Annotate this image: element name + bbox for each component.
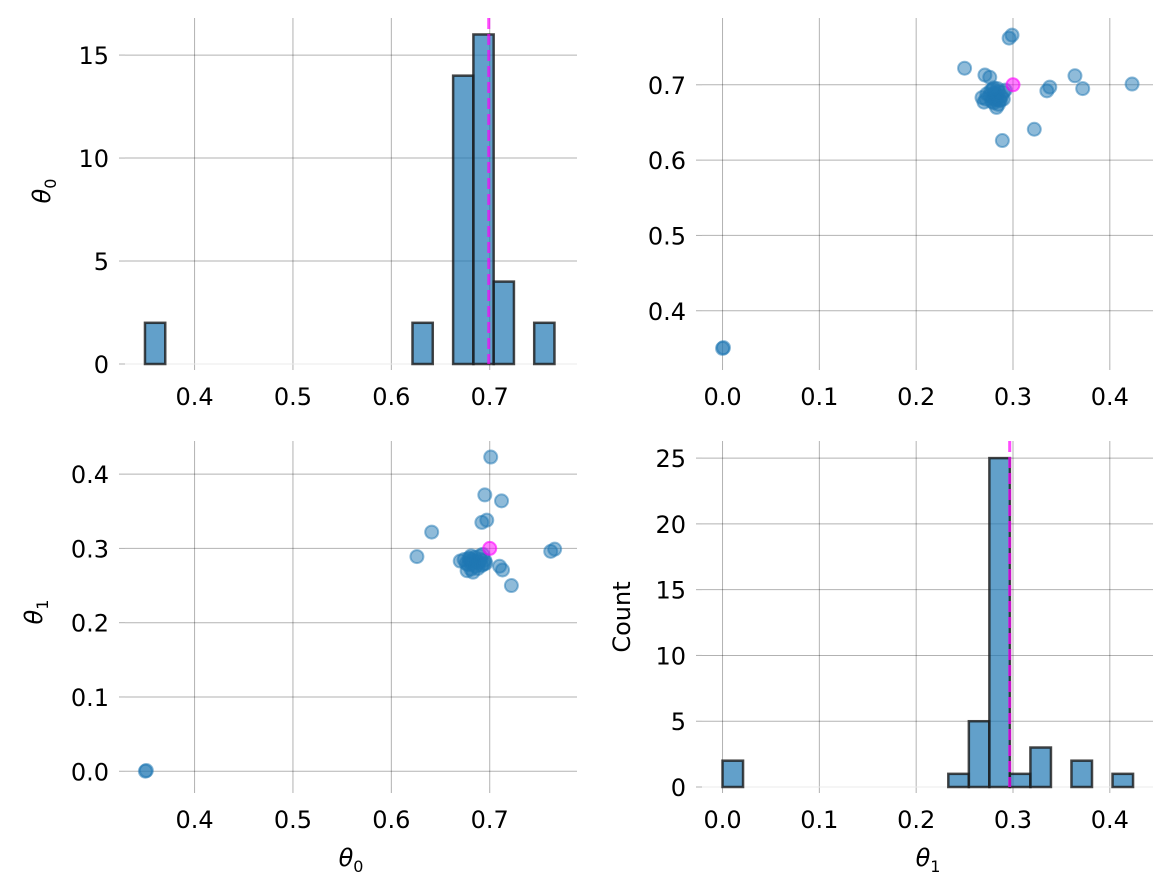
y-tick-label: 25 xyxy=(655,445,686,473)
scatter-point xyxy=(1067,68,1083,84)
histogram-bar xyxy=(411,321,435,366)
histogram-bar xyxy=(721,759,745,789)
theta1-subscript: 1 xyxy=(930,857,940,876)
x-tick-label: 0.3 xyxy=(994,806,1032,834)
panel-hist-theta0: 0.4 0.5 0.6 0.7 0 5 10 15 xyxy=(78,18,577,411)
theta1-symbol: θ xyxy=(20,609,48,624)
scatter-point xyxy=(494,493,510,509)
scatter-point xyxy=(715,340,731,356)
y-tick-label: 0.6 xyxy=(648,147,686,175)
x-tick-label: 0.0 xyxy=(703,806,741,834)
scatter-point xyxy=(478,555,494,571)
theta0-symbol: θ xyxy=(339,844,354,872)
y-tick-label: 10 xyxy=(78,145,109,173)
histogram-bar xyxy=(1008,772,1032,789)
scatter-point xyxy=(477,487,493,503)
theta0-subscript: 0 xyxy=(353,857,363,876)
scatter-point xyxy=(986,80,1002,96)
y-tick-label: 0.1 xyxy=(71,684,109,712)
histogram-bar xyxy=(143,321,167,366)
y-tick-label: 0.4 xyxy=(71,461,109,489)
y-tick-label: 0 xyxy=(94,351,109,379)
x-tick-label: 0.4 xyxy=(175,806,213,834)
xlabel-theta0-bottom-left: θ0 xyxy=(339,844,364,876)
ylabel-count: Count xyxy=(608,581,636,652)
y-tick-label: 0.0 xyxy=(71,758,109,786)
histogram-bar xyxy=(967,719,991,789)
scatter-point xyxy=(409,549,425,565)
theta1-symbol: θ xyxy=(916,844,931,872)
y-tick-label: 20 xyxy=(655,511,686,539)
scatter-point xyxy=(424,524,440,540)
y-tick-label: 15 xyxy=(78,42,109,70)
y-tick-label: 0.3 xyxy=(71,535,109,563)
histogram-bar xyxy=(451,74,475,366)
x-tick-label: 0.5 xyxy=(274,383,312,411)
histogram-bar xyxy=(532,321,556,366)
x-tick-label: 0.4 xyxy=(175,383,213,411)
scatter-point xyxy=(1075,81,1091,97)
xlabel-theta1-bottom-right: θ1 xyxy=(916,844,941,876)
histogram-bar xyxy=(1029,746,1053,789)
histogram-bar xyxy=(1070,759,1094,789)
x-tick-label: 0.0 xyxy=(703,383,741,411)
scatter-point xyxy=(503,578,519,594)
y-tick-label: 0 xyxy=(671,774,686,802)
y-tick-label: 0.4 xyxy=(648,298,686,326)
ylabel-theta0-top-left: θ0 xyxy=(28,179,60,204)
panel-scatter-theta0-theta1: 0.4 0.5 0.6 0.7 0.0 0.1 0.2 0.3 0.4 xyxy=(71,441,577,834)
histogram-bar xyxy=(492,280,516,366)
theta0-subscript: 0 xyxy=(41,179,60,189)
scatter-point xyxy=(1026,121,1042,137)
x-tick-label: 0.1 xyxy=(800,383,838,411)
scatter-point xyxy=(479,512,495,528)
scatter-point xyxy=(977,67,993,83)
x-tick-label: 0.3 xyxy=(994,383,1032,411)
ylabel-theta1-bottom-left: θ1 xyxy=(20,600,52,625)
scatter-point xyxy=(483,449,499,465)
x-tick-label: 0.4 xyxy=(1091,806,1129,834)
scatter-point xyxy=(138,763,154,779)
theta1-subscript: 1 xyxy=(33,600,52,610)
x-tick-label: 0.2 xyxy=(897,806,935,834)
x-tick-label: 0.7 xyxy=(471,383,509,411)
scatter-point xyxy=(495,562,511,578)
histogram-bar xyxy=(988,456,1012,789)
x-tick-label: 0.7 xyxy=(471,806,509,834)
histogram-bar xyxy=(947,772,971,789)
scatter-point xyxy=(994,133,1010,149)
scatter-point xyxy=(1124,76,1140,92)
theta0-symbol: θ xyxy=(28,188,56,203)
y-tick-label: 0.2 xyxy=(71,610,109,638)
scatter-point xyxy=(957,60,973,76)
x-tick-label: 0.4 xyxy=(1091,383,1129,411)
scatter-point xyxy=(1042,79,1058,95)
histogram-bar xyxy=(472,33,495,366)
truth-point xyxy=(1005,77,1021,93)
panel-scatter-theta1-theta0: 0.0 0.1 0.2 0.3 0.4 0.4 0.5 0.6 0.7 xyxy=(648,18,1153,411)
histogram-bar xyxy=(1111,772,1135,789)
scatter-point xyxy=(1004,27,1020,43)
y-tick-label: 0.5 xyxy=(648,222,686,250)
y-tick-label: 15 xyxy=(655,577,686,605)
scatter-point xyxy=(547,541,563,557)
truth-point xyxy=(482,540,498,556)
x-tick-label: 0.5 xyxy=(274,806,312,834)
y-tick-label: 5 xyxy=(671,708,686,736)
x-tick-label: 0.6 xyxy=(372,806,410,834)
x-tick-label: 0.6 xyxy=(372,383,410,411)
panel-hist-theta1: 0.0 0.1 0.2 0.3 0.4 0 5 10 15 20 25 xyxy=(655,441,1153,834)
x-tick-label: 0.2 xyxy=(897,383,935,411)
y-tick-label: 0.7 xyxy=(648,72,686,100)
y-tick-label: 5 xyxy=(94,248,109,276)
y-tick-label: 10 xyxy=(655,642,686,670)
x-tick-label: 0.1 xyxy=(800,806,838,834)
